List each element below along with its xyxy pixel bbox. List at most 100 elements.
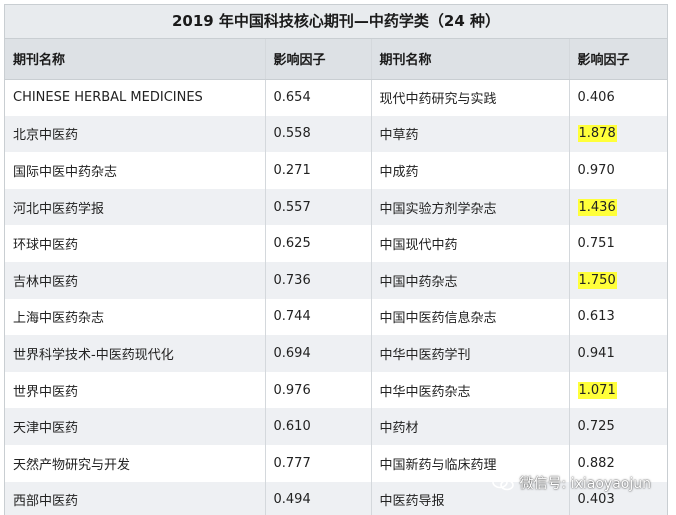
left-journal-name: 天然产物研究与开发 [5,444,266,482]
right-impact-factor: 0.613 [569,299,667,336]
left-impact-factor-text: 0.744 [273,309,311,325]
left-journal-name: CHINESE HERBAL MEDICINES [5,79,266,116]
left-journal-name-text: 环球中医药 [13,238,79,254]
table-row: 世界中医药 0.976 中华中医药杂志 1.071 [5,371,667,409]
left-journal-name-text: 天津中医药 [13,421,79,437]
right-impact-factor: 0.403 [569,482,667,515]
right-impact-factor-text: 0.613 [577,309,615,325]
wechat-icon [491,475,514,491]
right-impact-factor-text: 0.725 [577,419,615,435]
left-journal-name-text: 西部中医药 [13,494,79,510]
left-impact-factor-text: 0.271 [273,162,311,178]
left-journal-name-text: 世界科学技术-中医药现代化 [13,347,174,363]
right-impact-factor-text: 0.751 [577,236,615,252]
right-journal-name: 中国中药杂志 [371,261,570,299]
right-impact-factor: 1.071 [569,372,667,409]
table-row: 世界科学技术-中医药现代化 0.694 中华中医药学刊 0.941 [5,335,667,372]
right-journal-name-text: 中华中医药杂志 [379,384,471,400]
right-journal-name: 中成药 [371,152,570,189]
header-journal-name-left: 期刊名称 [5,39,266,80]
journal-table: 期刊名称 影响因子 期刊名称 影响因子 CHINESE HERBAL MEDIC… [5,39,667,515]
right-journal-name-text: 中成药 [379,164,419,180]
left-impact-factor: 0.610 [265,408,372,445]
left-journal-name-text: 国际中医中药杂志 [13,164,118,180]
left-impact-factor-text: 0.736 [273,272,311,288]
right-journal-name: 中国现代中药 [371,225,570,262]
right-journal-name-text: 中国中医药信息杂志 [379,311,497,327]
left-impact-factor-text: 0.558 [273,126,311,142]
left-impact-factor-text: 0.777 [273,455,311,471]
right-journal-name: 现代中药研究与实践 [371,79,570,116]
right-impact-factor: 0.941 [569,335,667,372]
left-journal-name-text: 河北中医药学报 [13,201,105,217]
right-journal-name: 中华中医药杂志 [371,371,570,409]
right-impact-factor: 0.406 [569,79,667,116]
left-impact-factor-text: 0.557 [273,199,311,215]
left-impact-factor: 0.736 [265,261,372,299]
highlighted-value: 1.436 [577,198,617,216]
left-impact-factor-text: 0.610 [273,419,311,435]
header-impact-factor-left: 影响因子 [265,39,372,80]
header-row: 期刊名称 影响因子 期刊名称 影响因子 [5,39,667,80]
left-journal-name-text: 上海中医药杂志 [13,311,105,327]
right-journal-name: 中医药导报 [371,481,570,515]
right-journal-name: 中华中医药学刊 [371,335,570,372]
highlighted-value: 1.878 [577,125,617,143]
table-row: 天津中医药 0.610 中药材 0.725 [5,408,667,445]
wechat-watermark: 微信号: ixiaoyaojun [491,473,651,493]
left-impact-factor: 0.271 [265,152,372,189]
right-impact-factor: 0.725 [569,408,667,445]
left-journal-name: 世界中医药 [5,371,266,409]
right-journal-name: 中草药 [371,115,570,153]
table-row: 西部中医药 0.494 中医药导报 0.403 [5,481,667,515]
right-impact-factor: 0.751 [569,225,667,262]
journal-table-card: 2019 年中国科技核心期刊—中药学类（24 种） 期刊名称 影响因子 期刊名称… [4,4,668,515]
left-impact-factor: 0.777 [265,444,372,482]
right-impact-factor-text: 0.406 [577,90,615,106]
right-journal-name-text: 中国中药杂志 [379,274,458,290]
right-journal-name-text: 中国现代中药 [379,238,458,254]
left-journal-name: 天津中医药 [5,408,266,445]
table-row: CHINESE HERBAL MEDICINES 0.654 现代中药研究与实践 0.… [5,79,667,116]
table-row: 吉林中医药 0.736 中国中药杂志 1.750 [5,261,667,299]
left-impact-factor: 0.558 [265,115,372,153]
left-journal-name-text: 北京中医药 [13,128,79,144]
table-row: 国际中医中药杂志 0.271 中成药 0.970 [5,152,667,189]
table-row: 天然产物研究与开发 0.777 中国新药与临床药理 0.882 [5,444,667,482]
left-impact-factor-text: 0.694 [273,345,311,361]
left-journal-name: 环球中医药 [5,225,266,262]
highlighted-value: 1.071 [577,381,617,399]
right-impact-factor-text: 0.970 [577,162,615,178]
left-impact-factor-text: 0.625 [273,236,311,252]
right-journal-name-text: 中华中医药学刊 [379,347,471,363]
left-journal-name: 世界科学技术-中医药现代化 [5,335,266,372]
left-journal-name: 吉林中医药 [5,261,266,299]
right-impact-factor-text: 0.941 [577,345,615,361]
right-impact-factor: 0.970 [569,152,667,189]
right-impact-factor: 1.436 [569,189,667,226]
left-impact-factor-text: 0.654 [273,90,311,106]
left-journal-name-text: 世界中医药 [13,384,79,400]
left-journal-name: 北京中医药 [5,115,266,153]
left-impact-factor: 0.976 [265,371,372,409]
right-impact-factor-text: 0.882 [577,455,615,471]
header-impact-factor-right: 影响因子 [569,39,667,80]
right-impact-factor: 1.750 [569,262,667,299]
right-journal-name: 中国中医药信息杂志 [371,298,570,336]
highlighted-value: 1.750 [577,271,617,289]
table-title: 2019 年中国科技核心期刊—中药学类（24 种） [5,5,667,39]
right-journal-name-text: 现代中药研究与实践 [379,92,497,108]
right-impact-factor-text: 0.403 [577,492,615,508]
watermark-text: 微信号: ixiaoyaojun [519,476,651,492]
table-row: 环球中医药 0.625 中国现代中药 0.751 [5,225,667,262]
table-body: CHINESE HERBAL MEDICINES 0.654 现代中药研究与实践 0.… [5,79,667,515]
right-journal-name: 中国新药与临床药理 [371,444,570,482]
left-impact-factor: 0.557 [265,188,372,226]
right-journal-name-text: 中药材 [379,421,419,437]
right-journal-name: 中国实验方剂学杂志 [371,188,570,226]
left-impact-factor: 0.494 [265,481,372,515]
right-journal-name: 中药材 [371,408,570,445]
left-impact-factor: 0.654 [265,79,372,116]
left-journal-name: 西部中医药 [5,481,266,515]
table-row: 北京中医药 0.558 中草药 1.878 [5,115,667,153]
